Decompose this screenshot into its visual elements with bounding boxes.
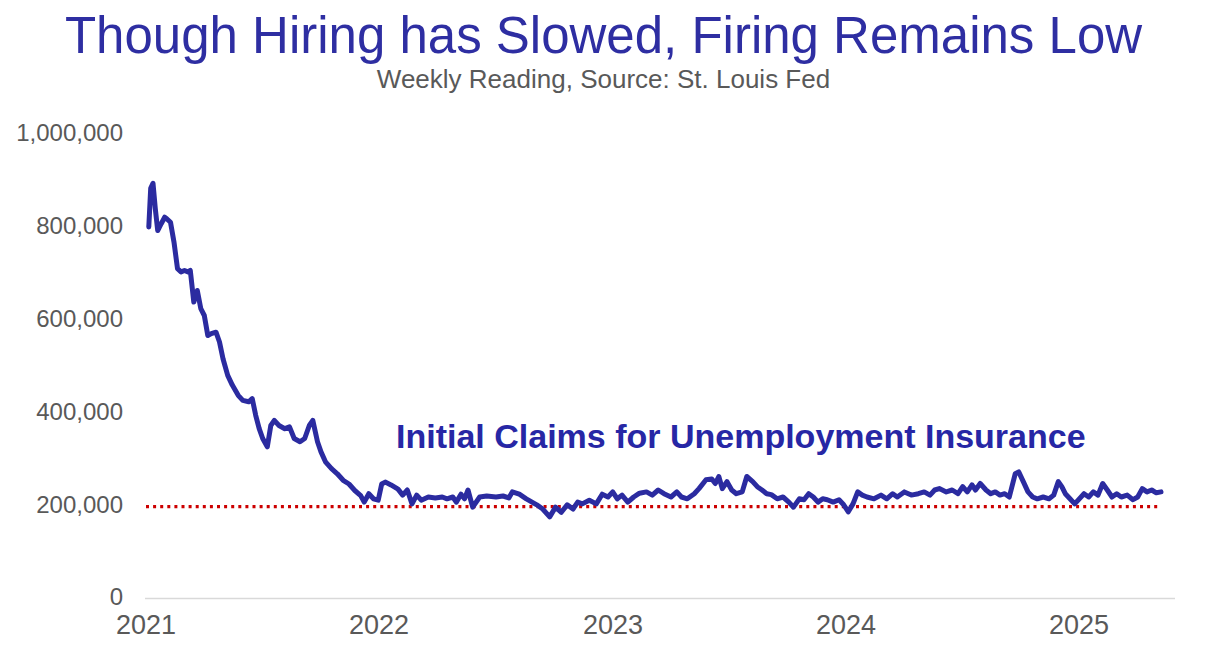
series-annotation-label: Initial Claims for Unemployment Insuranc… (396, 417, 1086, 456)
x-axis-tick-label: 2022 (309, 609, 449, 641)
y-axis-tick-label: 0 (0, 582, 123, 612)
x-axis-tick-label: 2025 (1009, 609, 1149, 641)
claims-line (149, 183, 1161, 517)
x-axis-tick-label: 2023 (543, 609, 683, 641)
x-axis-tick-label: 2024 (776, 609, 916, 641)
y-axis-tick-label: 1,000,000 (0, 118, 123, 148)
y-axis-tick-label: 800,000 (0, 211, 123, 241)
y-axis-tick-label: 200,000 (0, 490, 123, 520)
y-axis-tick-label: 400,000 (0, 397, 123, 427)
y-axis-tick-label: 600,000 (0, 304, 123, 334)
x-axis-tick-label: 2021 (76, 609, 216, 641)
plot-area (0, 0, 1207, 648)
unemployment-claims-chart: Though Hiring has Slowed, Firing Remains… (0, 0, 1207, 648)
